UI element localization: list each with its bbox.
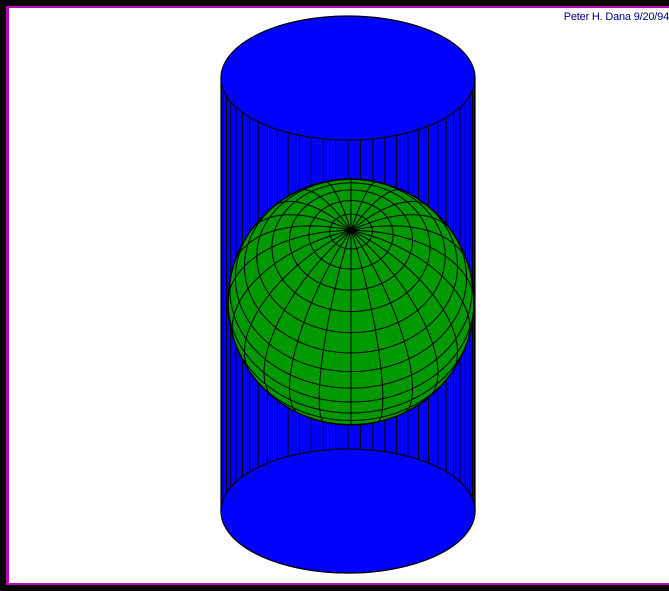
globe-meridian <box>350 214 451 231</box>
globe-meridian <box>228 229 352 301</box>
globe-meridian <box>233 225 352 264</box>
globe-meridian <box>273 200 352 231</box>
globe-meridian <box>299 189 352 231</box>
cylinder-bottom-cap <box>220 448 476 574</box>
globe-meridian <box>350 189 403 231</box>
globe-meridian <box>318 230 352 423</box>
globe-meridian <box>350 229 471 339</box>
globe-meridian <box>231 229 352 339</box>
author-credit: Peter H. Dana 9/20/94 <box>563 11 669 23</box>
globe-meridian <box>350 230 384 423</box>
globe-meridian <box>251 214 352 231</box>
globe-meridian <box>325 181 352 231</box>
globe-meridian <box>243 229 352 374</box>
globe-grid <box>228 179 474 425</box>
globe-meridian <box>350 230 414 414</box>
border-top <box>6 6 669 8</box>
globe <box>227 178 475 426</box>
globe-meridian <box>350 200 429 231</box>
border-bottom <box>6 583 669 585</box>
globe-meridian <box>263 230 352 398</box>
cylinder-top-cap <box>220 15 476 141</box>
border-left <box>6 7 9 584</box>
globe-meridian <box>350 230 439 398</box>
globe-meridian <box>350 181 377 231</box>
globe-meridian <box>350 225 469 264</box>
globe-outline <box>227 178 475 426</box>
globe-meridian <box>288 230 352 414</box>
globe-meridian <box>350 229 459 374</box>
globe-meridian <box>350 229 474 301</box>
